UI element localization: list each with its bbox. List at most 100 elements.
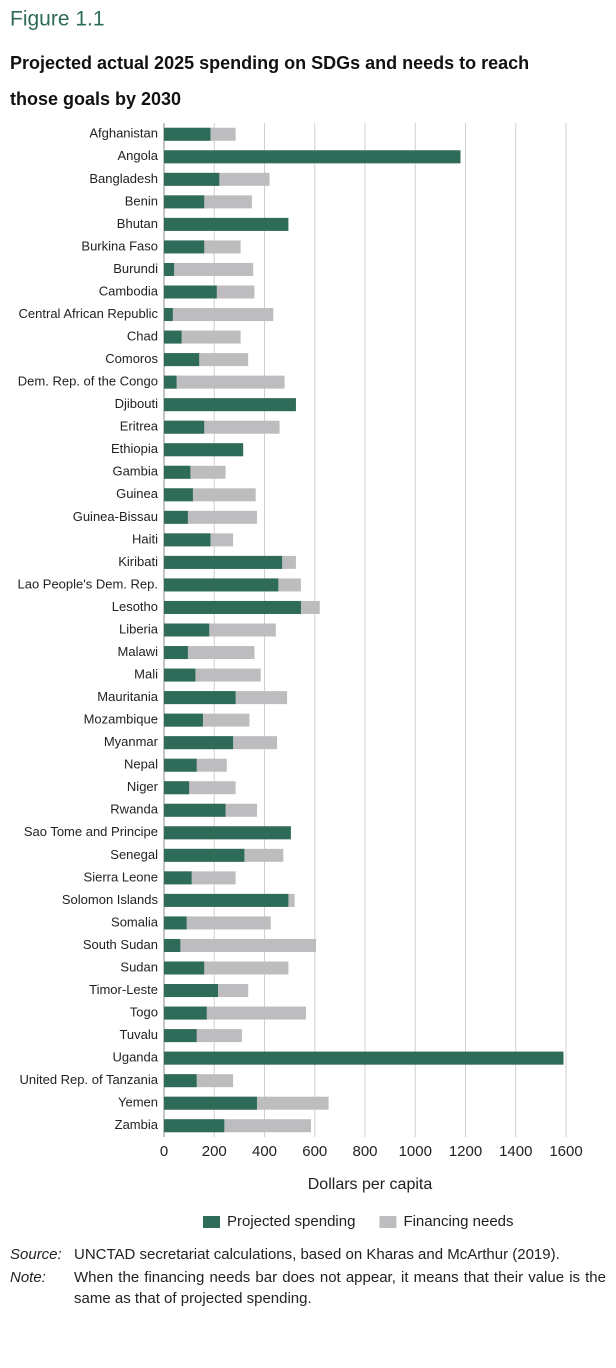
bar <box>164 781 190 795</box>
y-tick-label: Burkina Faso <box>81 238 158 253</box>
bar <box>164 195 205 209</box>
bar <box>164 353 200 367</box>
bar <box>164 420 205 434</box>
bar <box>164 330 241 344</box>
y-tick-label: Togo <box>130 1005 158 1020</box>
bar <box>164 1006 207 1020</box>
y-tick-label: Liberia <box>119 621 159 636</box>
y-tick-label: Solomon Islands <box>62 892 159 907</box>
bar <box>164 826 291 840</box>
figure-label: Figure 1.1 <box>10 8 105 31</box>
x-tick-label: 1400 <box>499 1143 532 1160</box>
bar <box>164 308 274 322</box>
y-tick-label: Sierra Leone <box>84 869 158 884</box>
y-tick-label: Chad <box>127 329 158 344</box>
bar <box>164 691 236 705</box>
y-tick-label: Comoros <box>105 351 158 366</box>
y-tick-label: Mali <box>134 667 158 682</box>
bar <box>164 871 192 885</box>
y-tick-label: Zambia <box>115 1117 159 1132</box>
y-tick-label: Somalia <box>111 914 159 929</box>
bar <box>164 1096 257 1110</box>
legend-label: Financing needs <box>403 1213 513 1230</box>
y-tick-label: Timor-Leste <box>89 982 158 997</box>
bar <box>164 555 283 569</box>
y-tick-label: Central African Republic <box>19 306 159 321</box>
note-text: When the financing needs bar does not ap… <box>74 1269 606 1307</box>
bar <box>164 668 196 682</box>
source-label: Source: <box>10 1246 62 1263</box>
bar <box>164 127 211 141</box>
y-tick-label: Afghanistan <box>89 126 158 141</box>
y-tick-label: Dem. Rep. of the Congo <box>18 374 158 389</box>
bar <box>164 375 285 389</box>
bar <box>164 398 296 412</box>
y-tick-label: Ethiopia <box>111 441 159 456</box>
legend-swatch <box>203 1216 220 1228</box>
y-tick-label: Guinea <box>116 486 159 501</box>
x-tick-label: 0 <box>160 1143 168 1160</box>
bar <box>164 984 219 998</box>
bar <box>164 803 226 817</box>
note-label: Note: <box>10 1269 46 1286</box>
bar <box>164 217 289 231</box>
bar <box>164 1051 564 1065</box>
y-tick-label: Senegal <box>110 847 158 862</box>
bar <box>164 916 271 930</box>
x-tick-label: 1600 <box>549 1143 582 1160</box>
bar <box>164 1029 197 1043</box>
bar <box>164 262 254 276</box>
bar <box>164 578 279 592</box>
bar <box>164 713 203 727</box>
y-tick-label: Guinea-Bissau <box>73 509 158 524</box>
bar <box>164 262 175 276</box>
bar <box>164 465 191 479</box>
y-tick-label: Rwanda <box>110 802 158 817</box>
bar <box>164 375 177 389</box>
y-tick-label: Uganda <box>112 1050 158 1065</box>
y-tick-label: Kiribati <box>118 554 158 569</box>
x-tick-label: 800 <box>352 1143 377 1160</box>
bar <box>164 510 188 524</box>
y-tick-label: Tuvalu <box>119 1027 158 1042</box>
bar <box>164 1119 225 1133</box>
y-tick-label: Lesotho <box>112 599 158 614</box>
y-tick-label: Mauritania <box>97 689 158 704</box>
y-tick-label: Gambia <box>112 464 158 479</box>
y-tick-label: Benin <box>125 193 158 208</box>
y-tick-label: Haiti <box>132 531 158 546</box>
chart-title: Projected actual 2025 spending on SDGs a… <box>10 53 529 109</box>
legend-label: Projected spending <box>227 1213 355 1230</box>
y-tick-label: Eritrea <box>120 419 159 434</box>
y-tick-label: Burundi <box>113 261 158 276</box>
bar <box>164 623 210 637</box>
bar <box>164 600 301 614</box>
legend-swatch <box>379 1216 397 1228</box>
bar <box>164 961 205 975</box>
x-tick-label: 1200 <box>449 1143 482 1160</box>
bar <box>164 240 205 254</box>
bar <box>164 533 211 547</box>
y-tick-label: Bangladesh <box>89 171 158 186</box>
y-tick-label: South Sudan <box>83 937 158 952</box>
bar <box>164 443 244 457</box>
bar <box>164 1074 197 1088</box>
y-tick-label: Djibouti <box>115 396 158 411</box>
bar <box>164 916 187 930</box>
bar <box>164 285 217 299</box>
y-tick-label: Cambodia <box>99 283 159 298</box>
bar <box>164 848 245 862</box>
source-row: Source: UNCTAD secretariat calculations, … <box>10 1244 606 1265</box>
x-axis-title: Dollars per capita <box>308 1176 433 1193</box>
x-tick-label: 1000 <box>399 1143 432 1160</box>
bar <box>164 736 234 750</box>
chart: Figure 1.1 Projected actual 2025 spendin… <box>10 8 583 1230</box>
bar <box>164 938 317 952</box>
bar <box>164 646 188 660</box>
x-tick-label: 200 <box>202 1143 227 1160</box>
y-tick-label: Sao Tome and Principe <box>24 824 158 839</box>
y-tick-label: Sudan <box>120 959 158 974</box>
bar <box>164 150 461 164</box>
y-tick-label: Nepal <box>124 757 158 772</box>
